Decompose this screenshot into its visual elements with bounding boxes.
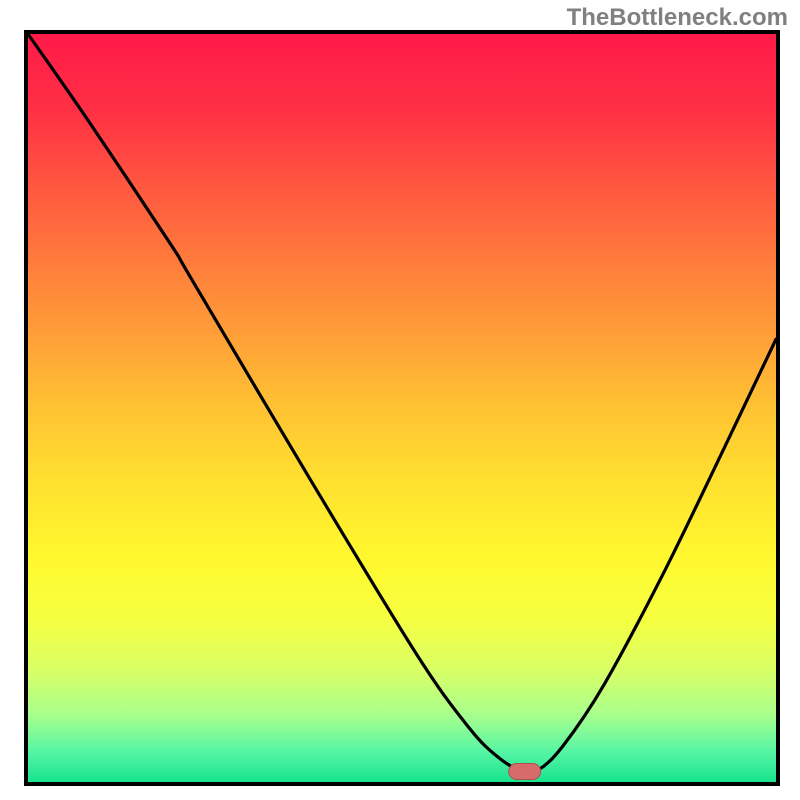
watermark-text: TheBottleneck.com bbox=[567, 4, 788, 32]
optimum-marker bbox=[509, 764, 541, 780]
bottleneck-chart bbox=[0, 0, 800, 800]
plot-background bbox=[28, 34, 776, 782]
